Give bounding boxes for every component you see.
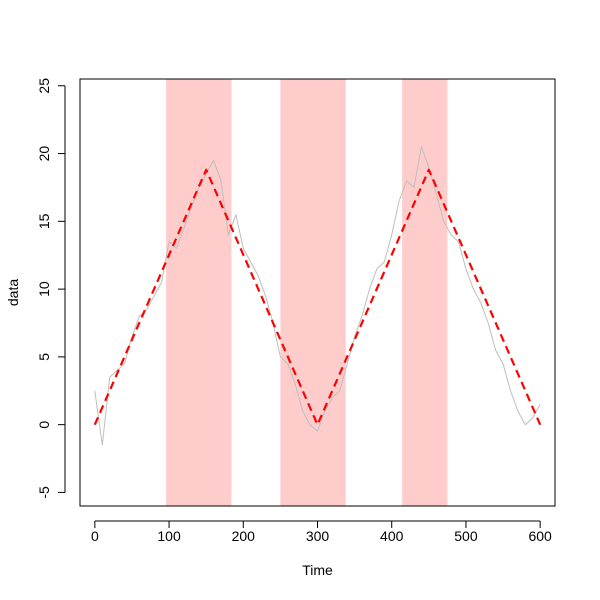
x-tick-label: 100	[157, 528, 181, 544]
y-tick-label: 5	[36, 353, 52, 361]
y-tick-label: 20	[36, 146, 52, 162]
highlight-regions	[166, 79, 448, 506]
plot-frame	[79, 78, 556, 507]
x-axis-label: Time	[302, 562, 333, 578]
highlight-region-2	[280, 79, 346, 506]
y-tick-label: 10	[36, 281, 52, 297]
x-tick-label: 600	[528, 528, 552, 544]
series-layer	[93, 146, 542, 446]
y-axis: -5 0 5 10 15 20 25	[36, 78, 66, 499]
highlight-region-3	[402, 79, 448, 506]
y-tick-label: -5	[36, 486, 52, 499]
y-tick-label: 25	[36, 78, 52, 94]
series-line-2	[93, 168, 542, 426]
y-axis-label: data	[5, 279, 21, 306]
x-tick-label: 500	[454, 528, 478, 544]
series-line-1	[94, 146, 541, 446]
x-axis: 0 100 200 300 400 500 600	[91, 520, 552, 544]
x-tick-label: 400	[380, 528, 404, 544]
highlight-region-1	[166, 79, 232, 506]
y-tick-label: 15	[36, 213, 52, 229]
x-tick-label: 0	[91, 528, 99, 544]
y-tick-label: 0	[36, 421, 52, 429]
x-tick-label: 200	[232, 528, 256, 544]
x-tick-label: 300	[306, 528, 330, 544]
